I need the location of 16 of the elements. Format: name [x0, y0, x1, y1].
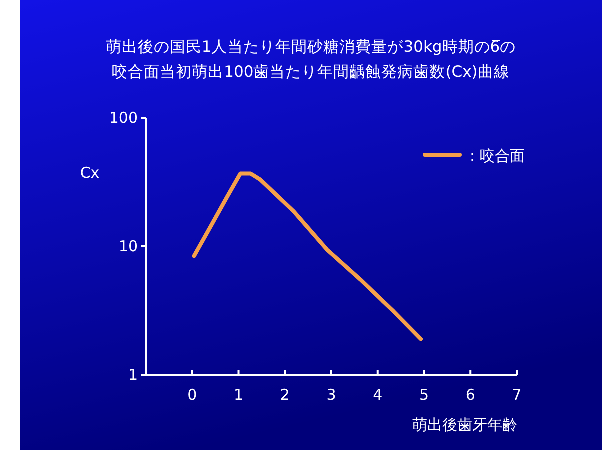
y-tick-label: 10 — [118, 238, 138, 256]
chart-subtitle: 咬合面当初萌出100歯当たり年間齲蝕発病歯数(Cx)曲線 — [112, 63, 510, 81]
x-tick-label: 0 — [188, 386, 198, 404]
chart-title: 萌出後の国民1人当たり年間砂糖消費量が30kg時期の6̅の — [106, 38, 516, 56]
x-tick-label: 7 — [512, 386, 522, 404]
y-tick-label: 100 — [109, 109, 138, 127]
y-tick-label: 1 — [128, 366, 138, 384]
x-tick-label: 6 — [466, 386, 476, 404]
x-tick-label: 1 — [234, 386, 244, 404]
legend-label: : 咬合面 — [470, 147, 525, 165]
x-tick-label: 3 — [326, 386, 336, 404]
x-axis-title: 萌出後歯牙年齢 — [412, 416, 518, 434]
x-tick-label: 4 — [373, 386, 383, 404]
x-tick-label: 2 — [280, 386, 290, 404]
x-tick-label: 5 — [419, 386, 430, 404]
y-axis-title: Cx — [80, 164, 100, 182]
